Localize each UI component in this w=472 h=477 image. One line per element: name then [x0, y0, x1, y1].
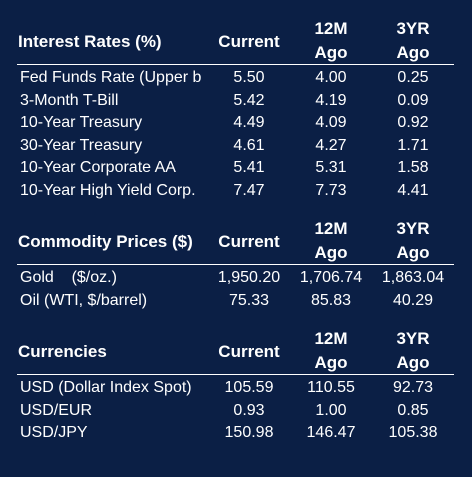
value-3yr-ago: 105.38 [388, 424, 438, 441]
value-3yr-ago: 0.85 [397, 401, 429, 419]
col-header-current: Current [218, 232, 280, 251]
row-label: Gold ($/oz.) [20, 269, 117, 286]
value-3yr-ago: 0.25 [397, 69, 429, 86]
value-current: 5.42 [233, 91, 265, 109]
currencies-title: Currencies [18, 342, 107, 361]
value-3yr-ago: 0.92 [397, 114, 429, 131]
col-header-12m: 12M Ago [294, 327, 368, 375]
col-header-12m: 12M Ago [294, 217, 368, 265]
row-label: USD (Dollar Index Spot) [20, 379, 192, 396]
value-12m-ago: 146.47 [306, 424, 356, 441]
col-header-current: Current [218, 342, 280, 361]
table-row: USD/EUR 0.93 1.00 0.85 [0, 400, 472, 423]
commodity-prices-rows: Gold ($/oz.) 1,950.20 1,706.74 1,863.04 … [0, 267, 472, 312]
section-divider [17, 374, 454, 375]
value-12m-ago: 4.27 [315, 136, 347, 154]
value-12m-ago: 1.00 [315, 401, 347, 419]
currencies-rows: USD (Dollar Index Spot) 105.59 110.55 92… [0, 377, 472, 445]
row-label: 10-Year Treasury [20, 114, 143, 131]
value-3yr-ago: 0.09 [397, 91, 429, 109]
col-header-3yr-line1: 3YR [396, 19, 430, 38]
value-3yr-ago: 1.58 [397, 159, 429, 176]
col-header-3yr: 3YR Ago [375, 217, 451, 265]
value-current: 0.93 [233, 401, 265, 419]
row-label: 10-Year Corporate AA [20, 159, 176, 176]
value-12m-ago: 5.31 [315, 159, 347, 176]
value-current: 150.98 [224, 424, 274, 441]
col-header-12m: 12M Ago [294, 17, 368, 65]
value-current: 1,950.20 [217, 269, 281, 286]
col-header-3yr-line2: Ago [396, 243, 430, 262]
col-header-3yr-line1: 3YR [396, 219, 430, 238]
table-row: 10-Year Treasury 4.49 4.09 0.92 [0, 112, 472, 135]
row-label: 30-Year Treasury [20, 136, 143, 154]
col-header-12m-line1: 12M [314, 219, 348, 238]
table-row: 10-Year Corporate AA 5.41 5.31 1.58 [0, 157, 472, 180]
value-12m-ago: 85.83 [310, 291, 352, 309]
table-row: Fed Funds Rate (Upper b 5.50 4.00 0.25 [0, 67, 472, 90]
value-3yr-ago: 1.71 [397, 136, 429, 154]
col-header-3yr: 3YR Ago [375, 327, 451, 375]
table-row: USD (Dollar Index Spot) 105.59 110.55 92… [0, 377, 472, 400]
value-3yr-ago: 40.29 [392, 291, 434, 309]
table-row: 30-Year Treasury 4.61 4.27 1.71 [0, 135, 472, 158]
interest-rates-rows: Fed Funds Rate (Upper b 5.50 4.00 0.25 3… [0, 67, 472, 202]
col-header-3yr-line2: Ago [396, 353, 430, 372]
value-current: 5.41 [233, 159, 265, 176]
value-current: 7.47 [233, 181, 265, 199]
table-row: Oil (WTI, $/barrel) 75.33 85.83 40.29 [0, 290, 472, 313]
value-12m-ago: 4.09 [315, 114, 347, 131]
section-divider [17, 64, 454, 65]
col-header-12m-line2: Ago [314, 43, 348, 62]
col-header-12m-line2: Ago [314, 353, 348, 372]
row-label: USD/JPY [20, 424, 88, 441]
row-label: Fed Funds Rate (Upper b [20, 69, 202, 86]
value-3yr-ago: 1,863.04 [381, 269, 445, 286]
value-12m-ago: 110.55 [307, 379, 355, 396]
value-current: 4.61 [233, 136, 265, 154]
table-row: USD/JPY 150.98 146.47 105.38 [0, 422, 472, 445]
value-12m-ago: 4.00 [315, 69, 347, 86]
table-row: Gold ($/oz.) 1,950.20 1,706.74 1,863.04 [0, 267, 472, 290]
value-current: 105.59 [224, 379, 274, 396]
value-current: 4.49 [233, 114, 265, 131]
col-header-3yr: 3YR Ago [375, 17, 451, 65]
col-header-12m-line1: 12M [314, 329, 348, 348]
table-row: 3-Month T-Bill 5.42 4.19 0.09 [0, 90, 472, 113]
value-current: 75.33 [228, 291, 270, 309]
value-3yr-ago: 92.73 [392, 379, 434, 396]
row-label: Oil (WTI, $/barrel) [20, 291, 148, 309]
value-3yr-ago: 4.41 [397, 181, 429, 199]
row-label: 10-Year High Yield Corp. [20, 181, 196, 199]
row-label: USD/EUR [20, 401, 93, 419]
col-header-12m-line2: Ago [314, 243, 348, 262]
col-header-3yr-line2: Ago [396, 43, 430, 62]
table-row: 10-Year High Yield Corp. 7.47 7.73 4.41 [0, 180, 472, 203]
value-12m-ago: 4.19 [315, 91, 347, 109]
section-divider [17, 264, 454, 265]
row-label: 3-Month T-Bill [20, 91, 119, 109]
col-header-current: Current [218, 32, 280, 51]
value-current: 5.50 [233, 69, 265, 86]
col-header-12m-line1: 12M [314, 19, 348, 38]
col-header-3yr-line1: 3YR [396, 329, 430, 348]
commodity-prices-title: Commodity Prices ($) [18, 232, 193, 251]
interest-rates-title: Interest Rates (%) [18, 32, 162, 51]
value-12m-ago: 1,706.74 [299, 269, 363, 286]
value-12m-ago: 7.73 [315, 181, 347, 199]
